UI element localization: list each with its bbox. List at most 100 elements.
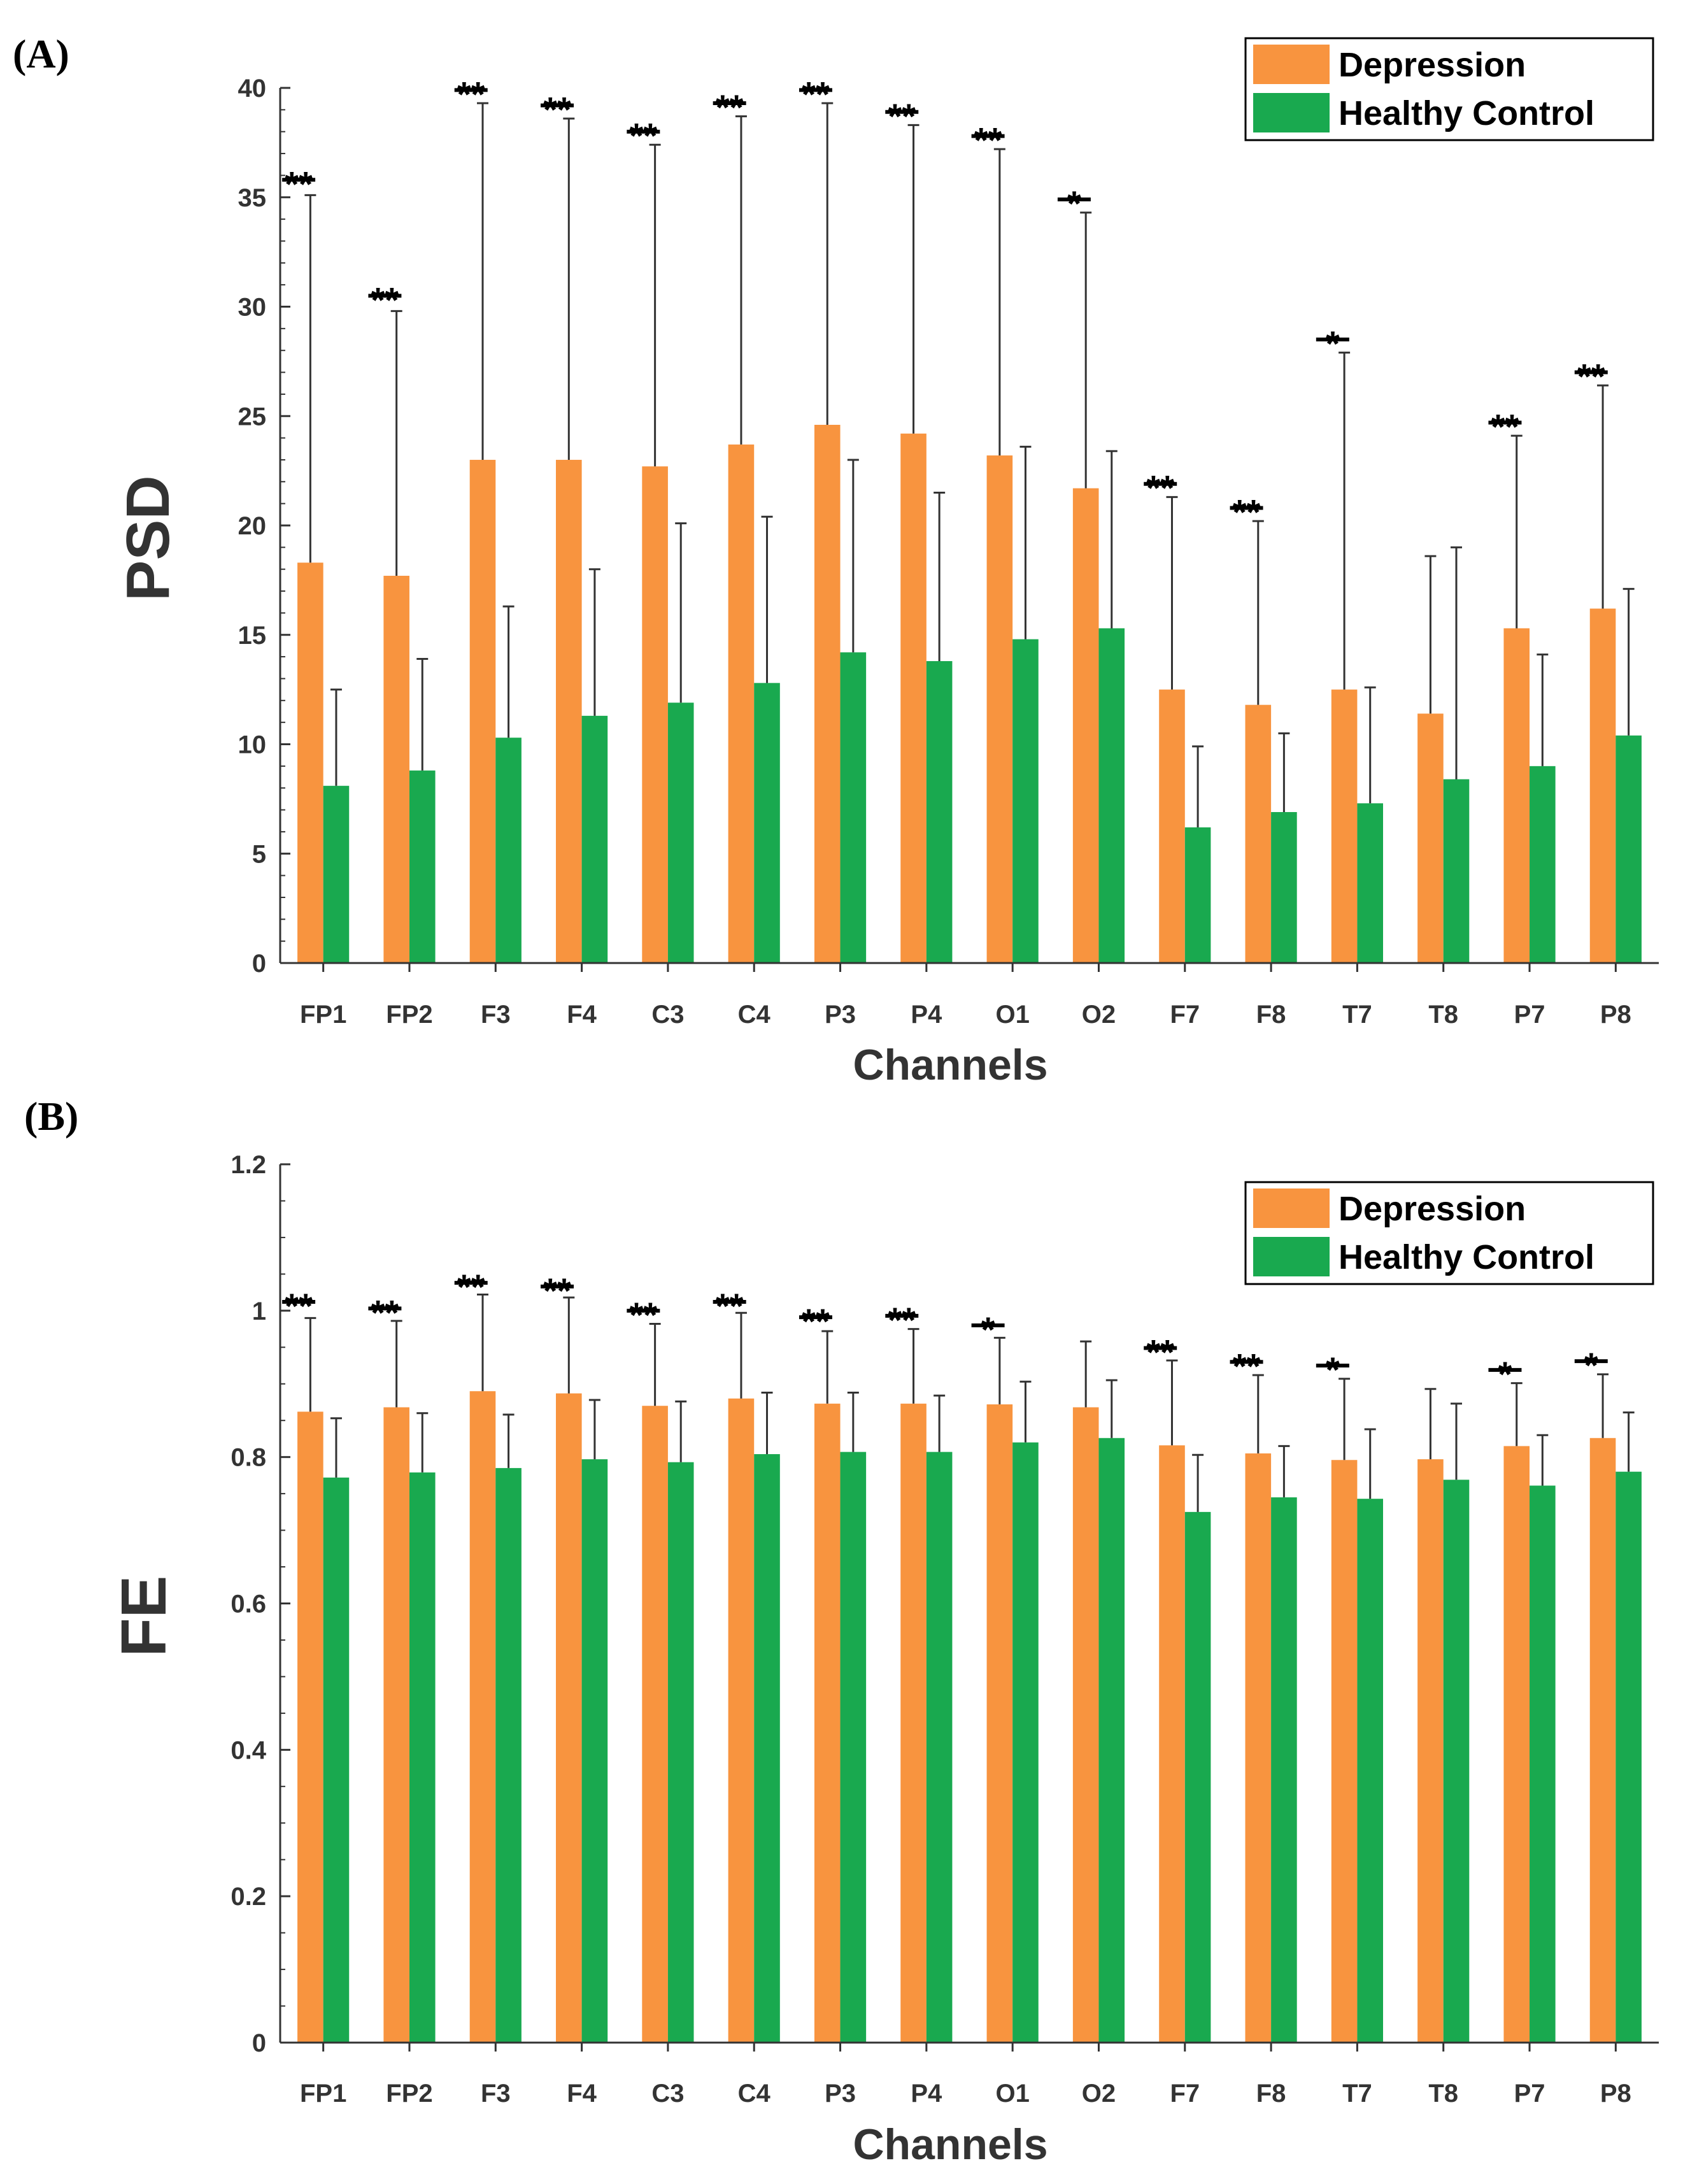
significance-mark-t7: * (1326, 324, 1340, 364)
legend-label-depression: Depression (1339, 46, 1526, 84)
bar-control-f3[interactable] (495, 1467, 522, 2043)
significance-mark-f3: ** (457, 74, 485, 114)
significance-mark-o1: ** (974, 120, 1002, 161)
bar-depression-f4[interactable] (556, 1393, 582, 2043)
significance-mark-f7: ** (1146, 1332, 1174, 1372)
x-tick-label-o2: O2 (1082, 1001, 1116, 1029)
bar-depression-fp2[interactable] (383, 576, 409, 963)
bar-control-c3[interactable] (667, 1462, 694, 2043)
bar-control-f7[interactable] (1184, 1511, 1211, 2043)
legend-label-control: Healthy Control (1339, 94, 1594, 132)
bar-depression-c4[interactable] (728, 444, 755, 963)
bar-depression-fp2[interactable] (383, 1407, 409, 2043)
bar-depression-o2[interactable] (1072, 1407, 1099, 2043)
bar-control-c4[interactable] (754, 683, 780, 963)
bar-depression-p7[interactable] (1503, 628, 1530, 963)
bar-control-f3[interactable] (495, 738, 522, 963)
y-tick-label: 20 (238, 512, 267, 540)
significance-mark-p4: ** (888, 1300, 916, 1340)
bar-depression-t8[interactable] (1417, 1459, 1444, 2043)
chart-psd: (A) **FP1**FP2**F3**F4**C3**C4**P3**P4**… (13, 31, 1659, 1089)
bar-depression-f7[interactable] (1159, 1445, 1185, 2043)
bar-depression-p4[interactable] (900, 433, 927, 963)
bar-depression-fp1[interactable] (297, 562, 323, 963)
bar-control-fp2[interactable] (409, 1472, 436, 2043)
bar-control-f8[interactable] (1271, 811, 1297, 963)
bar-control-o1[interactable] (1012, 1442, 1039, 2043)
bar-depression-p3[interactable] (814, 1403, 841, 2043)
x-tick-label-c3: C3 (651, 1001, 684, 1029)
bar-control-p3[interactable] (840, 1452, 867, 2043)
bar-depression-p7[interactable] (1503, 1446, 1530, 2043)
x-tick-label-c3: C3 (651, 2080, 684, 2108)
bar-control-p4[interactable] (926, 1452, 953, 2043)
bar-depression-f4[interactable] (556, 459, 582, 963)
panel-label-a: (A) (13, 31, 69, 76)
bar-depression-f3[interactable] (469, 1391, 496, 2043)
bar-depression-o2[interactable] (1072, 488, 1099, 963)
bar-control-p8[interactable] (1615, 735, 1642, 963)
bar-control-t8[interactable] (1443, 1480, 1470, 2043)
bar-depression-fp1[interactable] (297, 1411, 323, 2043)
bar-depression-t7[interactable] (1331, 1460, 1358, 2043)
bar-depression-p8[interactable] (1589, 1438, 1616, 2043)
y-tick-label: 0.6 (231, 1590, 266, 1618)
bar-depression-p8[interactable] (1589, 608, 1616, 963)
bar-depression-t7[interactable] (1331, 689, 1358, 963)
y-tick-label: 30 (238, 294, 267, 322)
x-tick-label-p3: P3 (825, 2080, 856, 2108)
bar-control-p3[interactable] (840, 652, 867, 963)
y-tick-label: 15 (238, 622, 267, 650)
bar-control-p7[interactable] (1530, 1485, 1556, 2043)
bar-control-f8[interactable] (1271, 1497, 1297, 2043)
bar-depression-p3[interactable] (814, 424, 841, 963)
bar-depression-f7[interactable] (1159, 689, 1185, 963)
x-tick-label-f8: F8 (1256, 2080, 1286, 2108)
bar-control-t7[interactable] (1357, 1499, 1383, 2043)
y-tick-label: 10 (238, 731, 267, 759)
significance-mark-o1: * (981, 1310, 995, 1350)
bar-control-o2[interactable] (1098, 1438, 1125, 2043)
significance-mark-f8: ** (1233, 492, 1261, 532)
bar-depression-c4[interactable] (728, 1398, 755, 2043)
bar-depression-o1[interactable] (986, 455, 1013, 963)
bar-control-fp2[interactable] (409, 770, 436, 963)
panel-label-b: (B) (24, 1094, 78, 1139)
x-tick-label-f4: F4 (567, 2080, 597, 2108)
y-tick-label: 0.4 (231, 1736, 266, 1764)
bar-control-c3[interactable] (667, 703, 694, 963)
bar-control-p8[interactable] (1615, 1471, 1642, 2043)
bar-depression-c3[interactable] (642, 466, 668, 963)
significance-mark-c3: ** (630, 116, 658, 156)
bar-control-o2[interactable] (1098, 628, 1125, 963)
bar-depression-c3[interactable] (642, 1406, 668, 2043)
bar-control-fp1[interactable] (323, 1477, 350, 2043)
bar-control-f7[interactable] (1184, 827, 1211, 963)
y-tick-label: 35 (238, 184, 267, 212)
x-tick-label-f8: F8 (1256, 1001, 1286, 1029)
x-tick-label-p3: P3 (825, 1001, 856, 1029)
significance-mark-fp1: ** (285, 1286, 313, 1326)
bar-depression-t8[interactable] (1417, 713, 1444, 963)
significance-mark-p8: ** (1577, 357, 1605, 397)
bar-control-t7[interactable] (1357, 803, 1383, 963)
y-tick-label: 0 (252, 950, 266, 978)
bar-control-fp1[interactable] (323, 785, 350, 963)
x-tick-label-fp1: FP1 (300, 1001, 346, 1029)
bar-control-c4[interactable] (754, 1454, 780, 2043)
bar-control-p7[interactable] (1530, 766, 1556, 963)
bar-depression-f3[interactable] (469, 459, 496, 963)
bar-control-t8[interactable] (1443, 779, 1470, 963)
significance-mark-f3: ** (457, 1267, 485, 1307)
bar-control-o1[interactable] (1012, 639, 1039, 963)
x-tick-label-c4: C4 (738, 2080, 771, 2108)
bar-depression-f8[interactable] (1245, 704, 1272, 963)
bar-depression-f8[interactable] (1245, 1453, 1272, 2043)
bar-control-p4[interactable] (926, 660, 953, 963)
bar-control-f4[interactable] (581, 1459, 608, 2043)
x-tick-label-fp2: FP2 (386, 1001, 432, 1029)
bar-depression-o1[interactable] (986, 1404, 1013, 2043)
bar-control-f4[interactable] (581, 715, 608, 963)
bar-depression-p4[interactable] (900, 1403, 927, 2043)
